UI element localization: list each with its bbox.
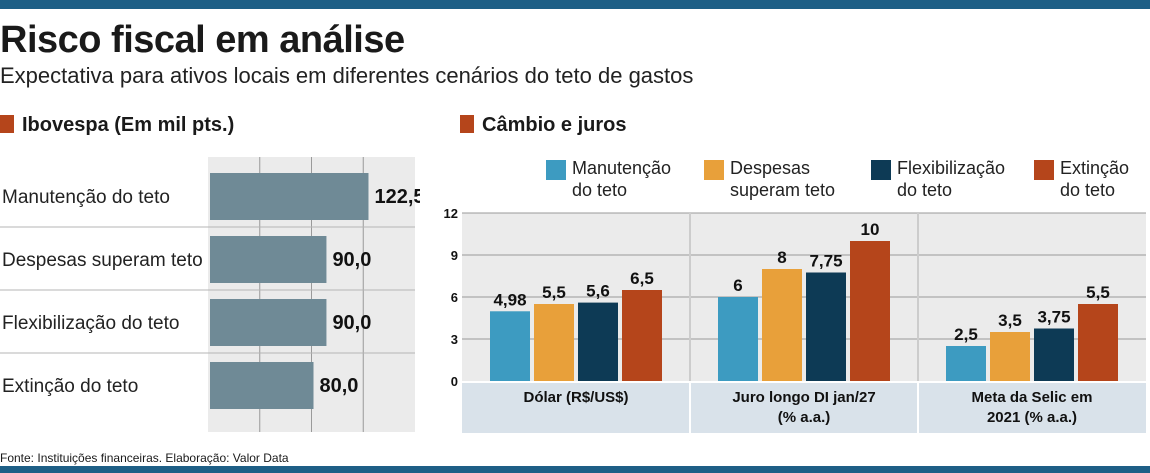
bar bbox=[806, 272, 846, 381]
source-footer: Fonte: Instituições financeiras. Elabora… bbox=[0, 451, 289, 465]
category-label: Flexibilização do teto bbox=[2, 313, 179, 334]
cambio-title-text: Câmbio e juros bbox=[482, 114, 627, 136]
category-band bbox=[462, 383, 1146, 433]
legend-label: Extinção bbox=[1060, 158, 1129, 178]
category-label: Manutenção do teto bbox=[2, 187, 170, 208]
value-label: 90,0 bbox=[332, 249, 371, 271]
value-label: 6,5 bbox=[630, 269, 654, 288]
bar bbox=[534, 304, 574, 381]
bar bbox=[718, 297, 758, 381]
bar bbox=[1034, 328, 1074, 381]
value-label: 5,5 bbox=[542, 283, 566, 302]
bar bbox=[990, 332, 1030, 381]
value-label: 90,0 bbox=[332, 312, 371, 334]
bar bbox=[210, 362, 314, 409]
value-label: 4,98 bbox=[493, 290, 526, 309]
value-label: 3,75 bbox=[1037, 308, 1070, 327]
section-marker bbox=[0, 115, 14, 133]
y-tick-label: 9 bbox=[451, 248, 458, 263]
value-label: 3,5 bbox=[998, 311, 1022, 330]
y-tick-label: 3 bbox=[451, 332, 458, 347]
bar bbox=[578, 302, 618, 381]
category-label: 2021 (% a.a.) bbox=[987, 409, 1077, 426]
bar bbox=[946, 346, 986, 381]
bar bbox=[210, 236, 327, 283]
legend-label: Flexibilização bbox=[897, 158, 1005, 178]
bottom-accent-bar bbox=[0, 466, 1150, 473]
value-label: 80,0 bbox=[320, 375, 359, 397]
bar bbox=[850, 241, 890, 381]
legend-label: Manutenção bbox=[572, 158, 671, 178]
category-label: Extinção do teto bbox=[2, 376, 138, 397]
y-tick-label: 12 bbox=[444, 206, 458, 221]
legend-swatch bbox=[1034, 160, 1054, 180]
legend-label: Despesas bbox=[730, 158, 810, 178]
ibovespa-title-text: Ibovespa (Em mil pts.) bbox=[22, 114, 235, 136]
bar bbox=[210, 299, 327, 346]
legend-label: do teto bbox=[897, 180, 952, 200]
value-label: 8 bbox=[777, 248, 786, 267]
category-label: (% a.a.) bbox=[778, 409, 831, 426]
ibovespa-chart: Manutenção do teto 122,5 Despesas superam … bbox=[0, 157, 420, 432]
bar bbox=[210, 173, 369, 220]
y-tick-label: 0 bbox=[451, 374, 458, 389]
cambio-section-title: Câmbio e juros bbox=[460, 112, 626, 138]
section-marker bbox=[460, 115, 474, 133]
ibovespa-section-title: Ibovespa (Em mil pts.) bbox=[0, 112, 234, 138]
category-label: Despesas superam teto bbox=[2, 250, 203, 271]
bar bbox=[762, 269, 802, 381]
category-label: Dólar (R$/US$) bbox=[523, 389, 628, 406]
legend-label: do teto bbox=[1060, 180, 1115, 200]
legend-swatch bbox=[546, 160, 566, 180]
bar bbox=[622, 290, 662, 381]
legend-swatch bbox=[871, 160, 891, 180]
value-label: 7,75 bbox=[809, 252, 842, 271]
value-label: 10 bbox=[861, 220, 880, 239]
value-label: 2,5 bbox=[954, 325, 978, 344]
legend-label: superam teto bbox=[730, 180, 835, 200]
value-label: 5,5 bbox=[1086, 283, 1110, 302]
value-label: 5,6 bbox=[586, 282, 610, 301]
value-label: 6 bbox=[733, 276, 742, 295]
legend-label: do teto bbox=[572, 180, 627, 200]
chart-title: Risco fiscal em análise bbox=[0, 19, 405, 61]
category-label: Juro longo DI jan/27 bbox=[732, 389, 875, 406]
chart-subtitle: Expectativa para ativos locais em difere… bbox=[0, 63, 694, 88]
top-accent-bar bbox=[0, 0, 1150, 9]
y-tick-label: 6 bbox=[451, 290, 458, 305]
legend-swatch bbox=[704, 160, 724, 180]
category-label: Meta da Selic em bbox=[972, 389, 1093, 406]
value-label: 122,5 bbox=[374, 186, 420, 208]
bar bbox=[490, 311, 530, 381]
bar bbox=[1078, 304, 1118, 381]
